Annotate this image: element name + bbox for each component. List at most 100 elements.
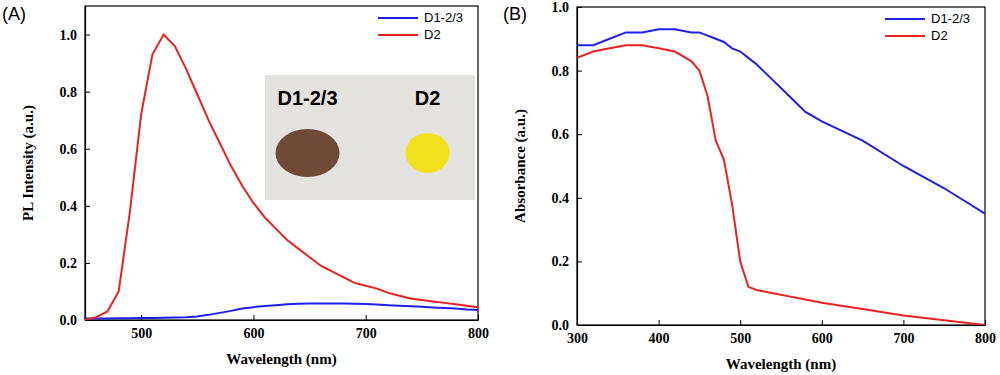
legend: D1-2/3 D2	[885, 11, 970, 43]
x-tick: 700	[356, 315, 377, 341]
powder-sample	[406, 133, 450, 173]
x-tick-mark	[659, 320, 660, 325]
legend-swatch	[885, 35, 925, 37]
x-tick-label: 700	[356, 326, 377, 341]
legend-label: D1-2/3	[424, 10, 463, 25]
y-axis-line	[577, 8, 578, 326]
x-tick: 500	[730, 320, 751, 346]
inset-label: D2	[415, 87, 441, 109]
y-tick-label: 0.0	[552, 318, 570, 333]
y-tick-label: 0.4	[60, 199, 78, 214]
x-tick-mark	[985, 320, 986, 325]
x-tick: 700	[893, 320, 914, 346]
y-tick: 0.0	[552, 318, 583, 333]
x-tick-mark	[740, 320, 741, 325]
y-tick-mark	[577, 198, 582, 199]
series-line	[85, 35, 478, 320]
x-tick-label: 800	[468, 326, 489, 341]
figure: 500 600 700 800 0.0 0.2 0.4 0.6 0.8 1.0 Wavelength…	[0, 0, 1000, 375]
y-axis-title: PL Intensity (a.u.)	[20, 105, 37, 221]
x-axis: 300 400 500 600 700 800	[567, 320, 996, 346]
y-tick-label: 0.6	[60, 142, 78, 157]
x-axis-title: Wavelength (nm)	[726, 356, 836, 373]
y-tick-mark	[577, 7, 582, 8]
y-tick-label: 0.8	[552, 64, 570, 79]
x-axis-title: Wavelength (nm)	[226, 351, 336, 368]
y-tick-label: 0.6	[552, 127, 570, 142]
x-tick: 800	[468, 315, 489, 341]
x-tick-mark	[478, 315, 479, 320]
y-tick-label: 0.0	[60, 313, 78, 328]
plot-area	[577, 29, 985, 325]
y-axis: 0.0 0.2 0.4 0.6 0.8 1.0	[552, 0, 583, 333]
y-tick-label: 0.2	[552, 254, 570, 269]
plot-frame	[577, 7, 985, 325]
series-line	[85, 303, 478, 318]
panel: 300 400 500 600 700 800 0.0 0.2 0.4 0.6 0.8 1.0 Wave…	[503, 0, 996, 373]
y-tick: 0.0	[60, 313, 91, 328]
panel-label: (A)	[2, 4, 26, 24]
x-tick-mark	[366, 315, 367, 320]
y-tick-mark	[85, 92, 90, 93]
y-tick-label: 1.0	[60, 28, 78, 43]
inset: D1-2/3 D2	[265, 75, 475, 200]
y-tick: 0.2	[60, 256, 91, 271]
legend: D1-2/3 D2	[378, 10, 463, 42]
y-axis: 0.0 0.2 0.4 0.6 0.8 1.0	[60, 7, 91, 328]
y-tick: 1.0	[60, 28, 91, 43]
series-line	[577, 45, 985, 325]
legend-label: D2	[931, 28, 948, 43]
x-tick-label: 500	[131, 326, 152, 341]
x-tick-label: 300	[567, 331, 588, 346]
x-tick-label: 500	[730, 331, 751, 346]
y-tick-mark	[577, 325, 582, 326]
x-tick-label: 400	[649, 331, 670, 346]
x-tick-label: 600	[812, 331, 833, 346]
x-tick: 400	[649, 320, 670, 346]
y-tick-label: 0.2	[60, 256, 78, 271]
series-line	[577, 29, 985, 213]
y-tick-label: 0.8	[60, 85, 78, 100]
x-tick-mark	[822, 320, 823, 325]
legend-label: D1-2/3	[931, 11, 970, 26]
y-tick-mark	[85, 35, 90, 36]
plot-frame	[85, 6, 478, 320]
y-tick-mark	[577, 71, 582, 72]
y-tick: 0.4	[60, 199, 91, 214]
y-tick-mark	[85, 263, 90, 264]
y-tick-mark	[85, 206, 90, 207]
y-tick-label: 0.4	[552, 191, 570, 206]
legend-swatch	[378, 34, 418, 36]
powder-sample	[276, 129, 340, 177]
y-tick-label: 1.0	[552, 0, 570, 15]
y-tick: 0.8	[552, 64, 583, 79]
y-tick: 0.4	[552, 191, 583, 206]
y-tick-mark	[577, 134, 582, 135]
panel-label: (B)	[503, 4, 527, 24]
x-tick-label: 700	[893, 331, 914, 346]
y-tick: 0.6	[60, 142, 91, 157]
legend-label: D2	[424, 27, 441, 42]
y-tick-mark	[577, 261, 582, 262]
x-axis-line	[86, 320, 479, 321]
x-tick-label: 600	[243, 326, 264, 341]
y-axis-title: Absorbance (a.u.)	[512, 109, 529, 223]
legend-swatch	[378, 17, 418, 19]
y-tick: 0.2	[552, 254, 583, 269]
inset-label: D1-2/3	[277, 87, 337, 109]
y-tick: 1.0	[552, 0, 583, 15]
panel: 500 600 700 800 0.0 0.2 0.4 0.6 0.8 1.0 Wavelength…	[2, 4, 489, 368]
x-axis-line	[578, 325, 986, 326]
x-tick-label: 800	[975, 331, 996, 346]
y-axis-line	[85, 7, 86, 321]
y-tick: 0.6	[552, 127, 583, 142]
y-tick-mark	[85, 320, 90, 321]
y-tick: 0.8	[60, 85, 91, 100]
x-tick: 600	[243, 315, 264, 341]
x-tick-mark	[903, 320, 904, 325]
legend-swatch	[885, 18, 925, 20]
y-tick-mark	[85, 149, 90, 150]
x-tick-mark	[253, 315, 254, 320]
plot-area	[85, 35, 478, 320]
x-tick: 600	[812, 320, 833, 346]
